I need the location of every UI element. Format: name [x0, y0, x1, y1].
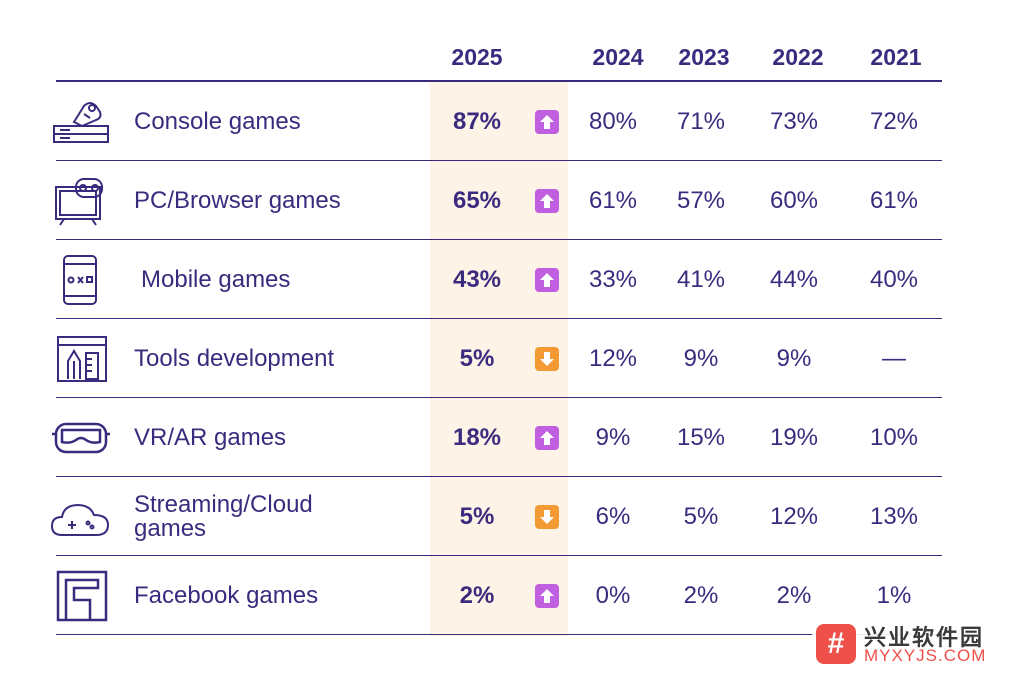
- pc-monitor-icon: [50, 175, 112, 227]
- value-2021: 40%: [869, 265, 919, 293]
- value-2021: 1%: [876, 581, 912, 609]
- table-row: Facebook games 2% 0% 2% 2% 1%: [0, 556, 1016, 635]
- row-divider: [56, 397, 942, 398]
- column-header-2022: 2022: [772, 44, 824, 70]
- value-2025: 18%: [452, 423, 502, 451]
- value-2022: 12%: [769, 502, 819, 530]
- value-2025: 65%: [452, 186, 502, 214]
- value-2025: 2%: [459, 581, 495, 609]
- row-divider: [56, 555, 942, 556]
- value-2021: 61%: [869, 186, 919, 214]
- row-divider: [56, 239, 942, 240]
- column-header-2025: 2025: [451, 44, 503, 70]
- value-2023: 71%: [676, 107, 726, 135]
- header-rule: [56, 80, 942, 82]
- row-divider: [56, 476, 942, 477]
- row-divider: [56, 160, 942, 161]
- value-2022: 9%: [776, 344, 812, 372]
- watermark-url: MYXYJS.COM: [864, 646, 987, 665]
- table-row: Streaming/Cloud games 5% 6% 5% 12% 13%: [0, 477, 1016, 556]
- row-label: PC/Browser games: [134, 186, 341, 214]
- value-2021: 13%: [869, 502, 919, 530]
- table-row: Console games 87% 80% 71% 73% 72%: [0, 82, 1016, 161]
- row-label: Console games: [134, 107, 301, 135]
- value-2023: 2%: [683, 581, 719, 609]
- table-row: Tools development 5% 12% 9% 9% —: [0, 319, 1016, 398]
- value-2022: 44%: [769, 265, 819, 293]
- column-header-2023: 2023: [678, 44, 730, 70]
- value-2025: 87%: [452, 107, 502, 135]
- row-label: Tools development: [134, 344, 335, 372]
- value-2024: 0%: [595, 581, 631, 609]
- watermark-logo: #: [816, 624, 856, 664]
- value-2023: 15%: [676, 423, 726, 451]
- facebook-logo-icon: [50, 570, 112, 622]
- cloud-gamepad-icon: [50, 491, 112, 543]
- value-2023: 9%: [683, 344, 719, 372]
- value-2021: 10%: [869, 423, 919, 451]
- table-row: PC/Browser games 65% 61% 57% 60% 61%: [0, 161, 1016, 240]
- value-2022: 19%: [769, 423, 819, 451]
- value-2024: 9%: [595, 423, 631, 451]
- trend-down-icon: [535, 505, 559, 529]
- value-2021: —: [882, 344, 906, 372]
- trend-up-icon: [535, 189, 559, 213]
- mobile-phone-icon: [50, 254, 112, 306]
- row-label: Facebook games: [134, 581, 319, 609]
- watermark: # 兴业软件园 MYXYJS.COM: [812, 618, 1010, 670]
- column-header-2021: 2021: [870, 44, 922, 70]
- trend-up-icon: [535, 426, 559, 450]
- console-icon: [50, 96, 112, 148]
- value-2022: 2%: [776, 581, 812, 609]
- tools-window-icon: [50, 333, 112, 385]
- row-label: Streaming/Cloud games: [134, 490, 313, 542]
- value-2022: 73%: [769, 107, 819, 135]
- value-2024: 61%: [588, 186, 638, 214]
- row-label: VR/AR games: [134, 423, 287, 451]
- column-header-2024: 2024: [592, 44, 644, 70]
- row-divider: [56, 318, 942, 319]
- table-row: VR/AR games 18% 9% 15% 19% 10%: [0, 398, 1016, 477]
- row-label: Mobile games: [141, 265, 291, 293]
- value-2021: 72%: [869, 107, 919, 135]
- value-2023: 41%: [676, 265, 726, 293]
- value-2024: 33%: [588, 265, 638, 293]
- watermark-title: 兴业软件园: [864, 625, 985, 650]
- trend-up-icon: [535, 268, 559, 292]
- trend-down-icon: [535, 347, 559, 371]
- trend-up-icon: [535, 584, 559, 608]
- trend-up-icon: [535, 110, 559, 134]
- value-2025: 5%: [459, 344, 495, 372]
- table-row: Mobile games 43% 33% 41% 44% 40%: [0, 240, 1016, 319]
- value-2024: 12%: [588, 344, 638, 372]
- row-divider: [56, 634, 942, 635]
- value-2024: 80%: [588, 107, 638, 135]
- value-2025: 43%: [452, 265, 502, 293]
- value-2023: 57%: [676, 186, 726, 214]
- value-2025: 5%: [459, 502, 495, 530]
- value-2024: 6%: [595, 502, 631, 530]
- vr-headset-icon: [50, 412, 112, 464]
- value-2023: 5%: [683, 502, 719, 530]
- value-2022: 60%: [769, 186, 819, 214]
